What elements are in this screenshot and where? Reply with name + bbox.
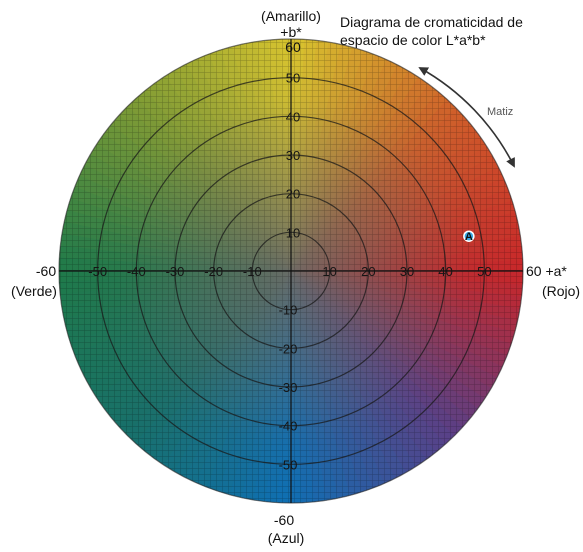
b-tick-label: -40 xyxy=(279,419,298,434)
a-positive-end: 60 +a* xyxy=(526,263,567,279)
hue-arrow xyxy=(418,67,515,168)
b-tick-label: -20 xyxy=(279,341,298,356)
a-tick-label: 10 xyxy=(322,264,336,279)
hue-label: Matiz xyxy=(487,106,513,118)
b-negative-name: (Azul) xyxy=(268,530,305,546)
a-tick-label: -50 xyxy=(88,264,107,279)
b-positive-name: (Amarillo) xyxy=(261,8,321,24)
a-positive-name: (Rojo) xyxy=(542,283,580,299)
a-tick-label: 30 xyxy=(400,264,414,279)
a-negative-name: (Verde) xyxy=(11,283,57,299)
b-tick-label: 50 xyxy=(286,71,300,86)
a-tick-label: -20 xyxy=(204,264,223,279)
a-tick-label: -40 xyxy=(127,264,146,279)
sample-point-label: A xyxy=(465,231,473,243)
a-tick-label: 40 xyxy=(438,264,452,279)
b-negative-end: -60 xyxy=(274,512,294,528)
b-positive-symbol: +b* xyxy=(280,24,302,40)
b-axis-ticks: 50 40 30 20 10 -10 -20 -30 -40 -50 xyxy=(279,71,301,473)
a-tick-label: 20 xyxy=(361,264,375,279)
b-tick-label: 40 xyxy=(286,109,300,124)
b-tick-label: -30 xyxy=(279,380,298,395)
b-tick-label: 20 xyxy=(286,187,300,202)
diagram-title-line1: Diagrama de cromaticidad de xyxy=(340,14,523,30)
b-tick-label: -10 xyxy=(279,303,298,318)
diagram-title-line2: espacio de color L*a*b* xyxy=(340,32,486,48)
b-tick-label: 10 xyxy=(286,225,300,240)
sample-point-marker xyxy=(463,230,475,242)
b-tick-label: -50 xyxy=(279,457,298,472)
b-positive-end: 60 xyxy=(285,39,301,55)
a-axis-ticks: -50 -40 -30 -20 -10 10 20 30 40 50 xyxy=(88,264,491,279)
b-tick-label: 30 xyxy=(286,148,300,163)
a-negative-end: -60 xyxy=(36,263,56,279)
a-tick-label: 50 xyxy=(477,264,491,279)
a-tick-label: -10 xyxy=(243,264,262,279)
sample-point-a: A xyxy=(463,230,475,243)
a-tick-label: -30 xyxy=(166,264,185,279)
